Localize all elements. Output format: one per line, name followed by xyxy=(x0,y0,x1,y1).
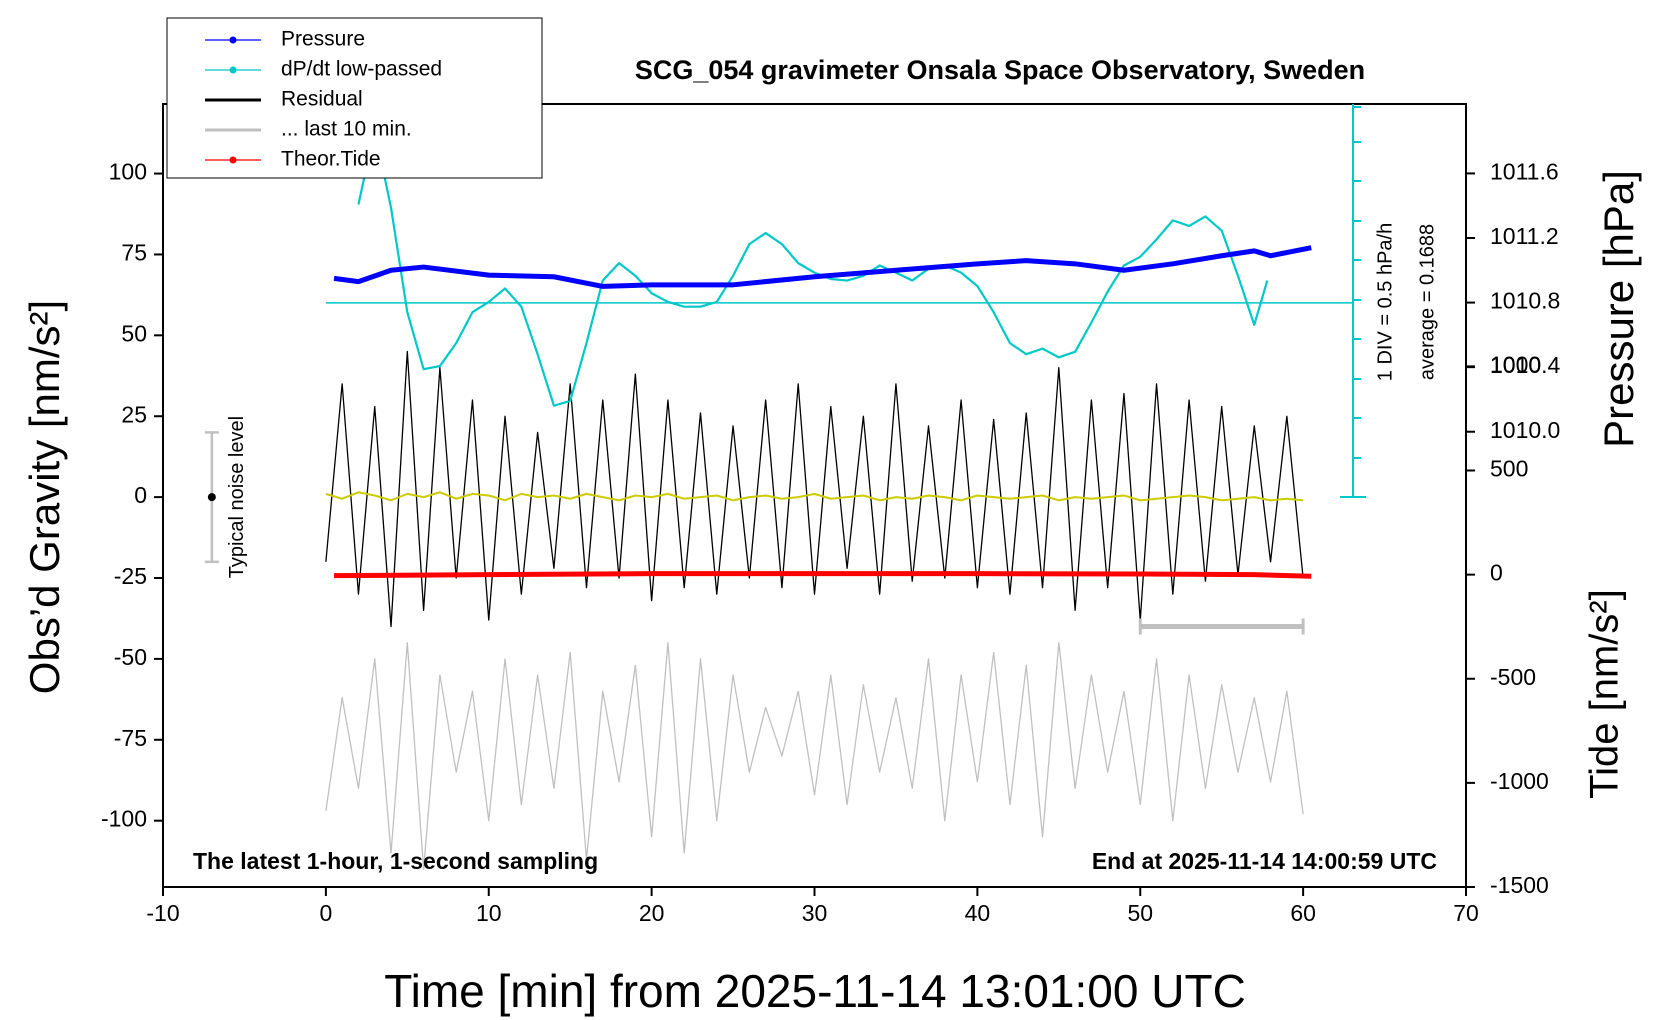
plot-area xyxy=(325,129,1353,870)
series-line xyxy=(334,571,1312,579)
y-tick-label: -100 xyxy=(101,806,147,832)
legend-label: Residual xyxy=(281,88,363,111)
legend: Pressure dP/dt low-passed Residual ... last… xyxy=(166,17,543,179)
legend-label: dP/dt low-passed xyxy=(281,58,442,81)
dpdt-scale xyxy=(1340,104,1366,498)
series-line xyxy=(325,642,1304,870)
x-tick-label: 50 xyxy=(1127,900,1153,926)
y3-tick-label: -500 xyxy=(1490,664,1536,690)
y-tick-label: 75 xyxy=(121,240,147,266)
x-tick-label: 70 xyxy=(1453,900,1479,926)
y-tick-label: -75 xyxy=(114,725,147,751)
annotation: average = 0.1688 xyxy=(1416,224,1438,380)
x-axis-label: Time [min] from 2025-11-14 13:01:00 UTC xyxy=(384,965,1246,1017)
legend-label: ... last 10 min. xyxy=(281,118,412,141)
legend-label: Pressure xyxy=(281,28,365,51)
annotation: End at 2025-11-14 14:00:59 UTC xyxy=(1092,848,1437,874)
chart-title: SCG_054 gravimeter Onsala Space Observat… xyxy=(635,55,1365,85)
legend-marker xyxy=(229,36,237,44)
y3-tick-label: -1500 xyxy=(1490,872,1549,898)
series-line xyxy=(357,129,1269,407)
y-tick-label: 0 xyxy=(134,482,147,508)
legend-label: Theor.Tide xyxy=(281,148,381,171)
x-tick-label: 60 xyxy=(1290,900,1316,926)
legend-marker xyxy=(229,156,237,164)
y2-tick-label: 1010.0 xyxy=(1490,417,1560,443)
x-tick-label: -10 xyxy=(146,900,179,926)
x-tick-label: 40 xyxy=(965,900,991,926)
x-tick-label: 20 xyxy=(639,900,665,926)
y3-axis-label: Tide [nm/s²] xyxy=(1583,589,1627,799)
residual-smoothed-line xyxy=(325,491,1304,502)
y-axis-label: Obs’d Gravity [nm/s²] xyxy=(21,300,68,694)
y3-tick-label: 1000 xyxy=(1490,351,1541,377)
x-tick-label: 0 xyxy=(319,900,332,926)
y3-tick-label: 0 xyxy=(1490,560,1503,586)
y3-tick-label: 500 xyxy=(1490,456,1528,482)
y-tick-label: -25 xyxy=(114,563,147,589)
y2-tick-label: 1011.2 xyxy=(1490,223,1559,249)
y3-tick-label: -1000 xyxy=(1490,768,1549,794)
x-tick-label: 10 xyxy=(476,900,502,926)
legend-box xyxy=(166,17,543,179)
y-tick-label: 100 xyxy=(109,159,147,185)
y2-tick-label: 1011.6 xyxy=(1490,158,1559,184)
noise-bar-label: Typical noise level xyxy=(226,416,248,578)
y-tick-label: 25 xyxy=(121,401,147,427)
annotation: 1 DIV = 0.5 hPa/h xyxy=(1374,223,1396,381)
y2-tick-label: 1010.4 xyxy=(1490,352,1561,378)
y2-tick-label: 1010.8 xyxy=(1490,288,1560,314)
axes: -10 0 10 20 30 40 50 60 70-100-75-50-25025507510… xyxy=(101,158,1561,926)
y2-axis-label: Pressure [hPa] xyxy=(1595,170,1642,448)
noise-bar-center xyxy=(207,493,216,502)
y-tick-label: -50 xyxy=(114,644,147,670)
x-tick-label: 30 xyxy=(802,900,828,926)
series-line xyxy=(333,245,1312,289)
legend-marker xyxy=(229,66,237,74)
y-tick-label: 50 xyxy=(121,320,147,346)
annotation: The latest 1-hour, 1-second sampling xyxy=(193,848,598,874)
